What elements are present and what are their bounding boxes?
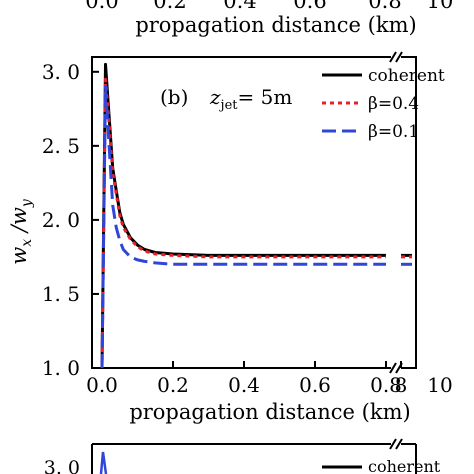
y-tick-label: 1. 0 [42,356,80,380]
break-slash [395,438,403,450]
x-axis-ticks: 0.0 0.2 0.4 0.6 0.88 10 [86,361,453,397]
legend-label-0: coherent [368,66,445,86]
annotation-value: = 5m [238,85,293,109]
ylabel-main: w [7,247,31,265]
annotation-var: z [209,85,221,109]
top-x-tick-labels: 0.0 0.2 0.4 0.6 0.8 10 [85,0,453,13]
top-x-axis-label: propagation distance (km) [135,13,416,37]
legend: coherent β=0.4 β=0.1 [322,66,445,142]
series-line-2 [100,85,386,369]
top-x-tick-label: 0.6 [293,0,326,13]
y-axis-ticks: 1. 0 1. 5 2. 0 2. 5 3. 0 [42,60,99,380]
break-gap [391,439,401,449]
panel-label: (b) [160,85,188,109]
y-tick-label: 3. 0 [42,60,80,84]
ylabel-sub1: x [19,239,35,247]
break-gap [391,52,401,62]
break-slash [389,51,397,63]
y-tick-label: 1. 5 [42,282,80,306]
series-layer [100,62,412,369]
x-tick-label: 0.4 [228,373,260,397]
top-x-tick-label: 0.8 [368,0,401,13]
break-gap [391,363,401,373]
panel-b: 1. 01. 52. 02. 53. 0 0.0 0.2 0.4 0.6 0.88 10 … [7,51,453,424]
y-tick-label: 2. 0 [42,208,80,232]
bottom-legend-label: coherent [368,457,441,474]
y-tick-label: 2. 5 [42,134,80,158]
x-tick-label: 10 [427,373,452,397]
ylabel-slash: /w [7,207,31,239]
break-slash [389,362,397,374]
annotation-zjet: zjet= 5m [209,85,292,113]
bottom-axis-break-marker [389,438,403,450]
series-line-1 [100,77,386,369]
ylabel-sub2: y [19,198,35,208]
legend-label-2: β=0.1 [368,122,419,142]
break-slash [395,51,403,63]
x-tick-label: 8 [395,373,408,397]
bottom-panel-cropped: 3. 0 coherent [44,438,441,474]
x-tick-label: 0.0 [86,373,118,397]
x-tick-label: 0.2 [157,373,189,397]
top-x-tick-label: 0.2 [153,0,186,13]
top-x-tick-label: 0.4 [223,0,256,13]
y-axis-label: wx /wy [7,198,35,265]
top-x-tick-label: 10 [427,0,454,13]
axis-break-marker [389,51,403,374]
x-tick-label: 0.6 [299,373,331,397]
top-x-tick-label: 0.0 [85,0,118,13]
series-line-0 [100,62,386,369]
plot-frame [91,56,417,369]
top-panel-cropped: 0.0 0.2 0.4 0.6 0.8 10 propagation distance (… [85,0,453,37]
break-slash [389,438,397,450]
x-tick-label: 0.8 [370,373,402,397]
bottom-y-tick-label: 3. 0 [44,457,80,474]
legend-label-1: β=0.4 [368,94,419,114]
annotation-sub: jet [219,98,239,113]
x-axis-label: propagation distance (km) [129,400,410,424]
bottom-curve-spike [99,451,108,474]
